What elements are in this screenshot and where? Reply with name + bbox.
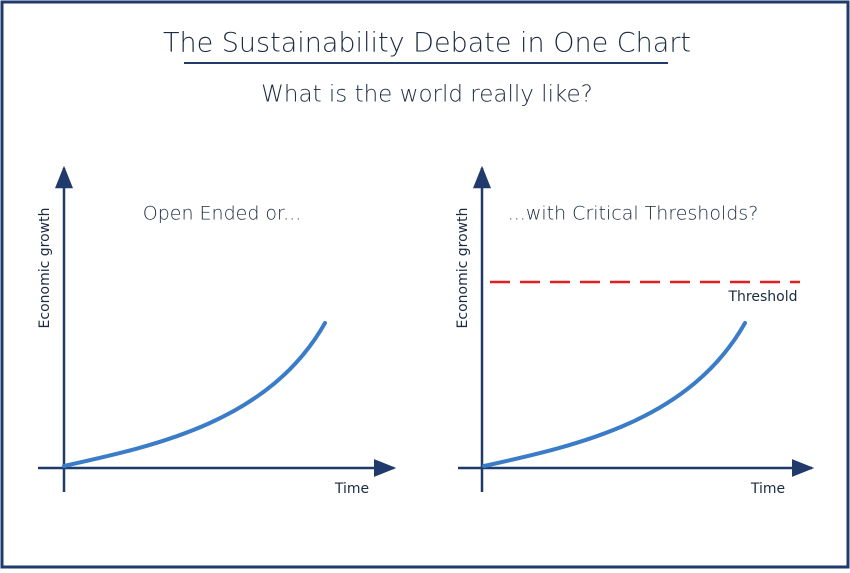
panel-left: Open Ended or... Economic growth Time (37, 165, 397, 497)
title: The Sustainability Debate in One Chart (163, 28, 691, 59)
y-axis-label: Economic growth (37, 208, 53, 329)
growth-curve (482, 321, 747, 468)
growth-curve (62, 321, 327, 468)
x-axis-label: Time (750, 481, 785, 497)
threshold-label: Threshold (728, 289, 798, 305)
panel-right: ...with Critical Thresholds? Economic gr… (455, 165, 815, 497)
subtitle: What is the world really like? (261, 82, 593, 108)
panel-label: Open Ended or... (143, 203, 302, 225)
x-axis-label: Time (334, 481, 369, 497)
panel-label: ...with Critical Thresholds? (508, 203, 759, 225)
y-axis-label: Economic growth (455, 208, 471, 329)
